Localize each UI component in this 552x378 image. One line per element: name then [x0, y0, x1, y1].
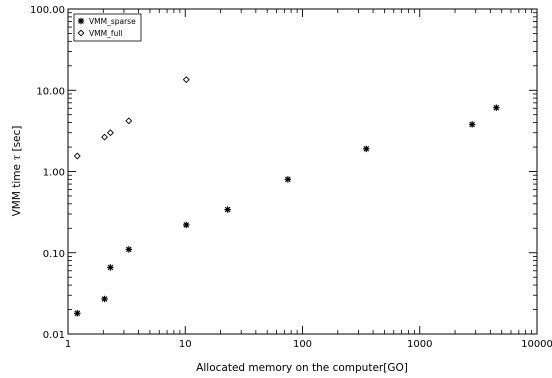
- x-tick-label: 10000: [521, 339, 552, 350]
- plot-frame: [67, 8, 538, 335]
- data-point-vmm-sparse: [224, 206, 231, 213]
- data-point-vmm-sparse: [107, 264, 114, 271]
- legend-marker-vmm-full: [77, 29, 85, 37]
- legend-label-vmm-sparse: VMM_sparse: [89, 17, 136, 26]
- data-point-vmm-full: [125, 117, 133, 125]
- legend-box: [73, 13, 142, 42]
- y-tick-label: 100.00: [30, 5, 65, 16]
- legend-marker-vmm-sparse: [77, 17, 85, 25]
- x-axis-label: Allocated memory on the computer[GO]: [196, 362, 408, 374]
- data-point-vmm-sparse: [468, 121, 476, 128]
- data-point-vmm-full: [182, 76, 190, 84]
- x-tick-label: 100: [293, 339, 312, 350]
- legend-label-vmm-full: VMM_full: [89, 29, 122, 38]
- data-point-vmm-sparse: [125, 246, 132, 253]
- ticks: [67, 8, 538, 335]
- data-point-vmm-sparse: [183, 221, 190, 229]
- data-point-vmm-sparse: [493, 104, 500, 111]
- data-point-vmm-sparse: [284, 176, 292, 183]
- legend-diamond-marker: [77, 29, 85, 37]
- markers: [73, 76, 500, 317]
- x-tick-label: 10: [179, 339, 192, 350]
- data-point-vmm-full: [106, 129, 114, 137]
- data-point-vmm-full: [101, 133, 108, 141]
- y-tick-label: 10.00: [36, 86, 65, 97]
- y-tick-label: 0.01: [43, 330, 65, 341]
- data-point-vmm-sparse: [363, 145, 370, 153]
- y-axis-label: VMM time τ [sec]: [11, 126, 23, 217]
- x-tick-label: 1: [65, 339, 71, 350]
- y-tick-label: 1.00: [43, 168, 65, 179]
- data-point-vmm-sparse: [101, 295, 108, 303]
- legend: VMM_sparse VMM_full: [73, 13, 142, 42]
- tick-labels: 1 10 100 1000 10000 0.01 0.10 1.00 10.00 100.00: [30, 5, 552, 350]
- y-tick-label: 0.10: [43, 249, 65, 260]
- data-point-vmm-sparse: [74, 310, 81, 317]
- data-point-vmm-full: [73, 152, 81, 160]
- legend-asterisk-marker: [77, 17, 85, 25]
- x-tick-label: 1000: [407, 339, 432, 350]
